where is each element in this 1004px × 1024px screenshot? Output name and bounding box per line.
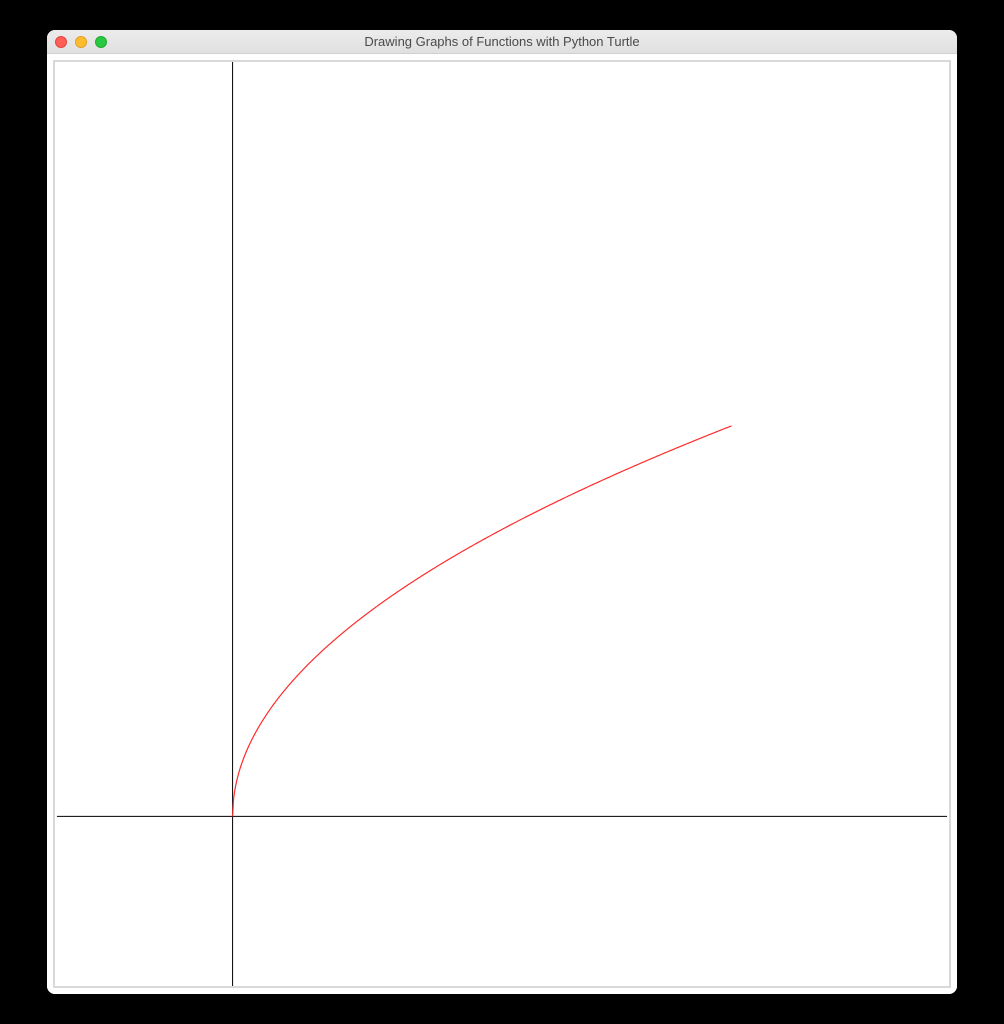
titlebar[interactable]: Drawing Graphs of Functions with Python … [47, 30, 957, 54]
minimize-icon[interactable] [75, 36, 87, 48]
zoom-icon[interactable] [95, 36, 107, 48]
turtle-canvas [53, 60, 951, 988]
traffic-lights [55, 36, 107, 48]
canvas-area [47, 54, 957, 994]
function-curve [233, 426, 732, 816]
plot-svg [55, 62, 949, 986]
app-window: Drawing Graphs of Functions with Python … [47, 30, 957, 994]
close-icon[interactable] [55, 36, 67, 48]
window-title: Drawing Graphs of Functions with Python … [47, 34, 957, 49]
